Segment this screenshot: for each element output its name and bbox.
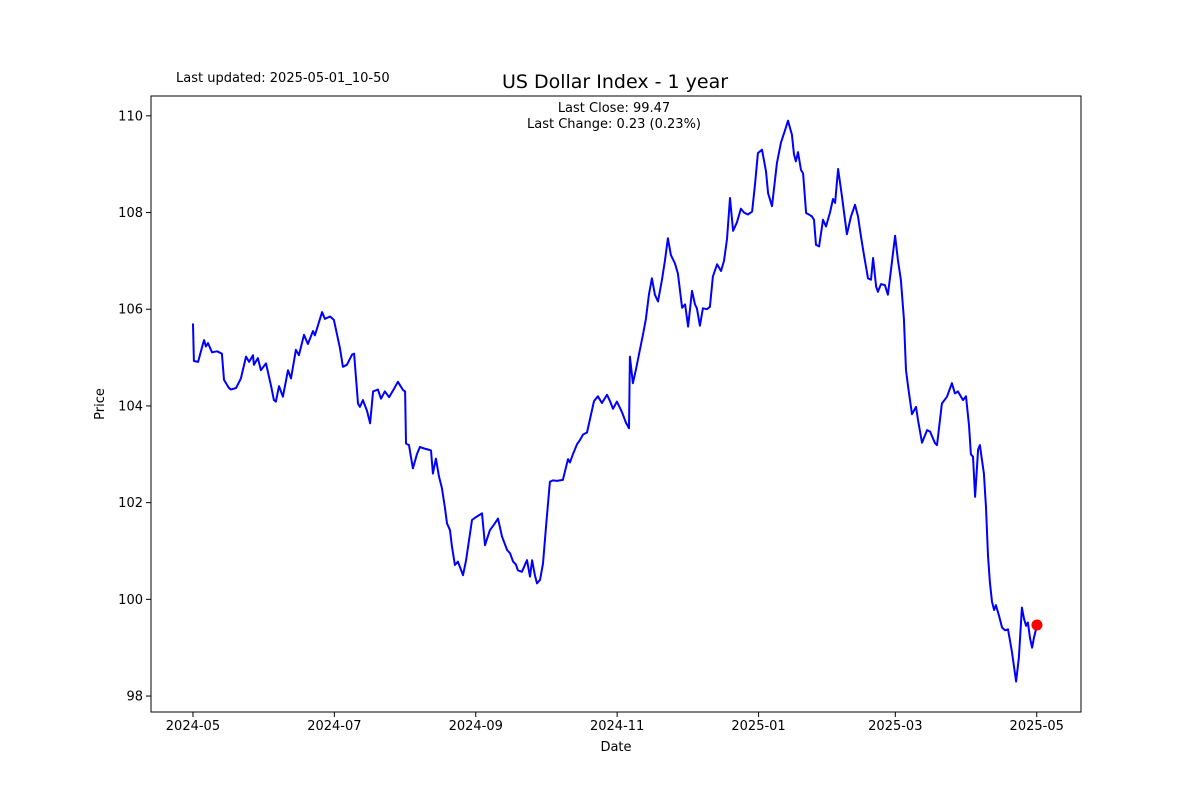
x-tick-label: 2024-07	[307, 719, 361, 734]
x-tick-label: 2025-05	[1010, 719, 1064, 734]
y-tick-label: 110	[118, 109, 143, 124]
annotation-last-close: Last Close: 99.47	[558, 101, 670, 116]
x-tick-label: 2024-05	[166, 719, 220, 734]
plot-frame	[150, 95, 1082, 713]
x-tick-label: 2024-09	[449, 719, 503, 734]
last-close-marker-dot	[1031, 619, 1043, 631]
y-tick-label: 104	[118, 399, 143, 414]
y-tick-label: 100	[118, 593, 143, 608]
y-tick-label: 98	[126, 690, 143, 705]
last-updated-text: Last updated: 2025-05-01_10-50	[176, 71, 390, 86]
x-tick-label: 2025-03	[868, 719, 922, 734]
chart-title: US Dollar Index - 1 year	[502, 71, 728, 93]
x-tick-label: 2024-11	[590, 719, 644, 734]
y-tick-label: 108	[118, 206, 143, 221]
y-axis-label: Price	[93, 388, 108, 420]
annotation-last-change: Last Change: 0.23 (0.23%)	[527, 117, 701, 132]
y-tick-label: 102	[118, 496, 143, 511]
x-tick-label: 2025-01	[731, 719, 785, 734]
y-tick-label: 106	[118, 303, 143, 318]
plot-area-group: 2024-05 2024-07 2024-09 2024-11 2025-01 2025-…	[118, 95, 1082, 734]
x-axis-label: Date	[600, 740, 631, 755]
price-line	[192, 119, 1038, 683]
